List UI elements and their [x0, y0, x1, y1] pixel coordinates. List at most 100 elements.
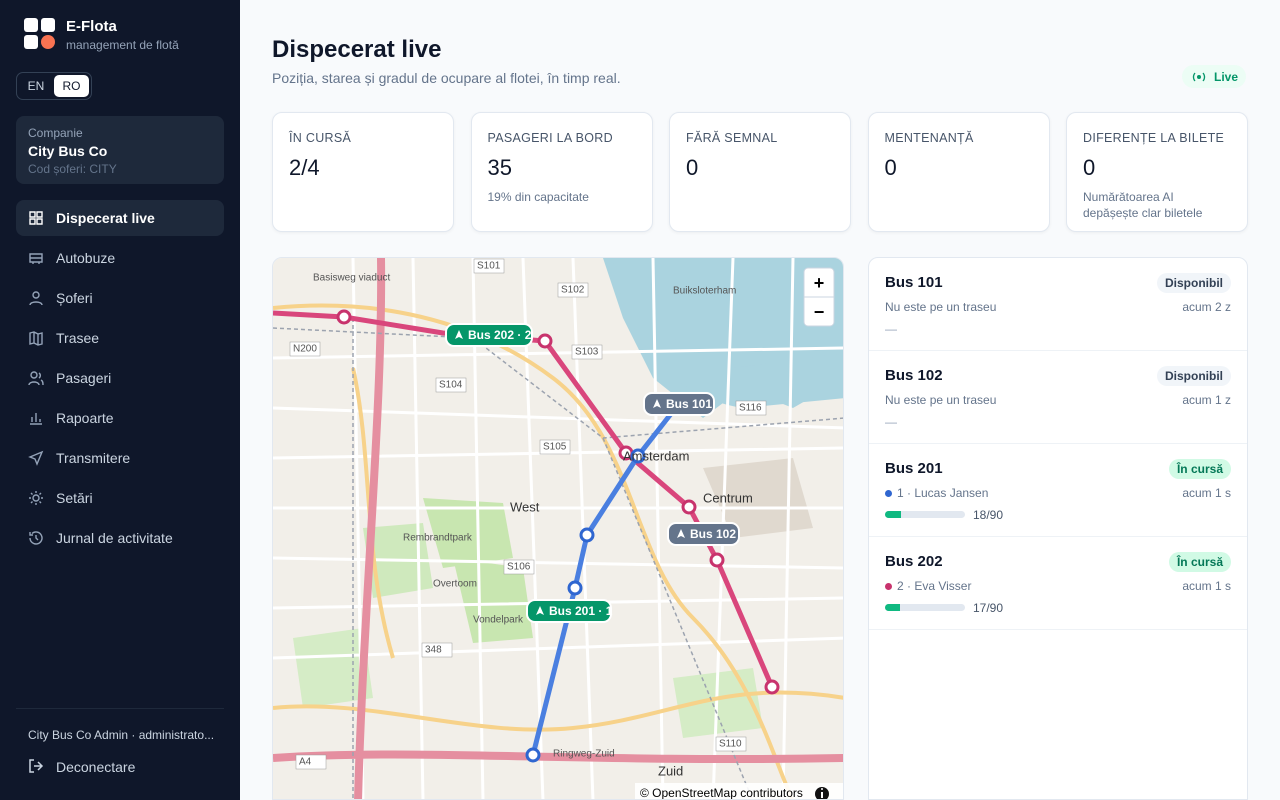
- stat-value: 35: [487, 155, 512, 180]
- occupancy-fill: [885, 604, 901, 611]
- bus-time: acum 1 s: [1182, 486, 1231, 500]
- page-title: Dispecerat live: [272, 36, 442, 63]
- nav-icon: [30, 413, 42, 425]
- map-label: S116: [739, 403, 762, 414]
- map-label: S106: [507, 562, 531, 573]
- company-label: Companie: [28, 126, 83, 140]
- map-label: S103: [575, 347, 599, 358]
- map-label: West: [510, 499, 540, 514]
- bus-name: Bus 201: [885, 460, 943, 477]
- bus-row[interactable]: Bus 201 În cursă 1 · Lucas Jansen acum 1 s 1…: [869, 444, 1247, 537]
- bus-time: acum 1 z: [1182, 393, 1231, 407]
- bus-row[interactable]: Bus 101 Disponibil Nu este pe un traseu acu…: [869, 258, 1247, 351]
- zoom-out[interactable]: −: [814, 302, 825, 322]
- occupancy-text: 18/90: [973, 508, 1004, 522]
- map[interactable]: Basisweg viaduct S101 S102 S103 S104 S105 S106…: [272, 257, 844, 800]
- nav-icon: [29, 291, 43, 306]
- bus-row[interactable]: Bus 202 În cursă 2 · Eva Visser acum 1 s 17/…: [869, 537, 1247, 630]
- stat-card: ÎN CURSĂ 2/4: [272, 112, 454, 232]
- line-dot: [885, 583, 892, 590]
- road-shield: [289, 341, 321, 357]
- bus-marker-label: Bus 202 · 2: [468, 328, 532, 342]
- road-shield: [421, 642, 453, 658]
- nav-item[interactable]: Șoferi: [16, 280, 224, 316]
- map-label: Overtoom: [433, 579, 477, 590]
- bus-name: Bus 102: [885, 367, 943, 384]
- map-label: Zuid: [658, 763, 683, 778]
- bus-marker[interactable]: [445, 323, 533, 347]
- stat-note: 19% din capacitate: [487, 190, 589, 204]
- nav-item[interactable]: Autobuze: [16, 240, 224, 276]
- bus-status: Disponibil: [1157, 273, 1231, 293]
- bus-marker[interactable]: [667, 522, 740, 546]
- bus-marker[interactable]: [643, 392, 715, 416]
- nav-icon: [28, 450, 44, 466]
- nav-icon: [29, 211, 43, 225]
- bus-line: Nu este pe un traseu: [885, 300, 997, 314]
- sidebar: E-Flota management de flotă EN RO Compan…: [0, 0, 240, 800]
- bus-time: acum 2 z: [1182, 300, 1231, 314]
- bus-status: În cursă: [1168, 552, 1231, 572]
- occupancy-bar: [885, 511, 965, 518]
- stat-value: 0: [884, 155, 897, 180]
- road-shield: [473, 258, 505, 274]
- bus-arrow: [677, 529, 685, 538]
- stat-card: MENTENANȚĂ 0: [867, 112, 1050, 232]
- nav-item[interactable]: Setări: [16, 480, 224, 516]
- nav-icon: [28, 371, 44, 386]
- bus-marker[interactable]: [526, 599, 612, 623]
- logo: [24, 18, 55, 49]
- stat-value: 0: [1083, 155, 1096, 180]
- map-label: S110: [719, 739, 742, 750]
- map-label: S104: [439, 380, 463, 391]
- brand-name: E-Flota: [66, 18, 117, 35]
- stat-label: FĂRĂ SEMNAL: [686, 131, 778, 145]
- lang-ro[interactable]: RO: [54, 75, 89, 97]
- stat-card: DIFERENȚE LA BILETE 0 Numărătoarea AI depă…: [1066, 112, 1248, 232]
- zoom-in[interactable]: +: [814, 273, 825, 293]
- bus-row[interactable]: Bus 102 Disponibil Nu este pe un traseu acu…: [869, 351, 1247, 444]
- stat-label: ÎN CURSĂ: [289, 131, 352, 145]
- road-shield: [557, 282, 589, 298]
- bus-status: Disponibil: [1157, 366, 1231, 386]
- map-label: 348: [425, 645, 442, 656]
- stat-card: FĂRĂ SEMNAL 0: [669, 112, 851, 232]
- bus-name: Bus 101: [885, 274, 943, 291]
- nav-item[interactable]: Dispecerat live: [16, 200, 224, 236]
- company-name: City Bus Co: [28, 143, 108, 159]
- map-label: Buiksloterham: [673, 286, 736, 297]
- road-shield: [503, 559, 535, 575]
- stat-note: Numărătoarea AI depășește clar biletele: [1083, 190, 1203, 220]
- occupancy-bar: [885, 604, 965, 611]
- nav-item[interactable]: Rapoarte: [16, 400, 224, 436]
- map-label: A4: [299, 757, 312, 768]
- nav-item[interactable]: Jurnal de activitate: [16, 520, 224, 556]
- bus-arrow: [653, 399, 661, 408]
- logout-icon: [29, 759, 44, 773]
- lang-en[interactable]: EN: [27, 79, 45, 93]
- map-label: Centrum: [703, 490, 753, 505]
- map-attribution: © OpenStreetMap contributors: [640, 786, 803, 800]
- nav-icon: [29, 531, 43, 545]
- stat-label: MENTENANȚĂ: [884, 131, 974, 145]
- language-switch: EN RO: [16, 72, 92, 100]
- occupancy-fill: [885, 511, 901, 518]
- bus-extra: —: [885, 415, 897, 429]
- map-label: Amsterdam: [623, 448, 689, 463]
- bus-status: În cursă: [1168, 459, 1231, 479]
- logout[interactable]: Deconectare: [56, 759, 136, 775]
- nav-item[interactable]: Pasageri: [16, 360, 224, 396]
- stat-label: DIFERENȚE LA BILETE: [1083, 131, 1225, 145]
- bus-time: acum 1 s: [1182, 579, 1231, 593]
- stat-label: PASAGERI LA BORD: [487, 131, 613, 145]
- bus-list: Bus 101 Disponibil Nu este pe un traseu acu…: [868, 257, 1248, 800]
- footer-user: City Bus Co Admin · administrato...: [28, 728, 215, 742]
- stat-value: 2/4: [289, 155, 320, 180]
- nav-icon: [29, 491, 43, 505]
- map-label: S102: [561, 285, 585, 296]
- nav-item[interactable]: Transmitere: [16, 440, 224, 476]
- nav-icon: [29, 331, 43, 346]
- bus-extra: —: [885, 322, 897, 336]
- nav-item[interactable]: Trasee: [16, 320, 224, 356]
